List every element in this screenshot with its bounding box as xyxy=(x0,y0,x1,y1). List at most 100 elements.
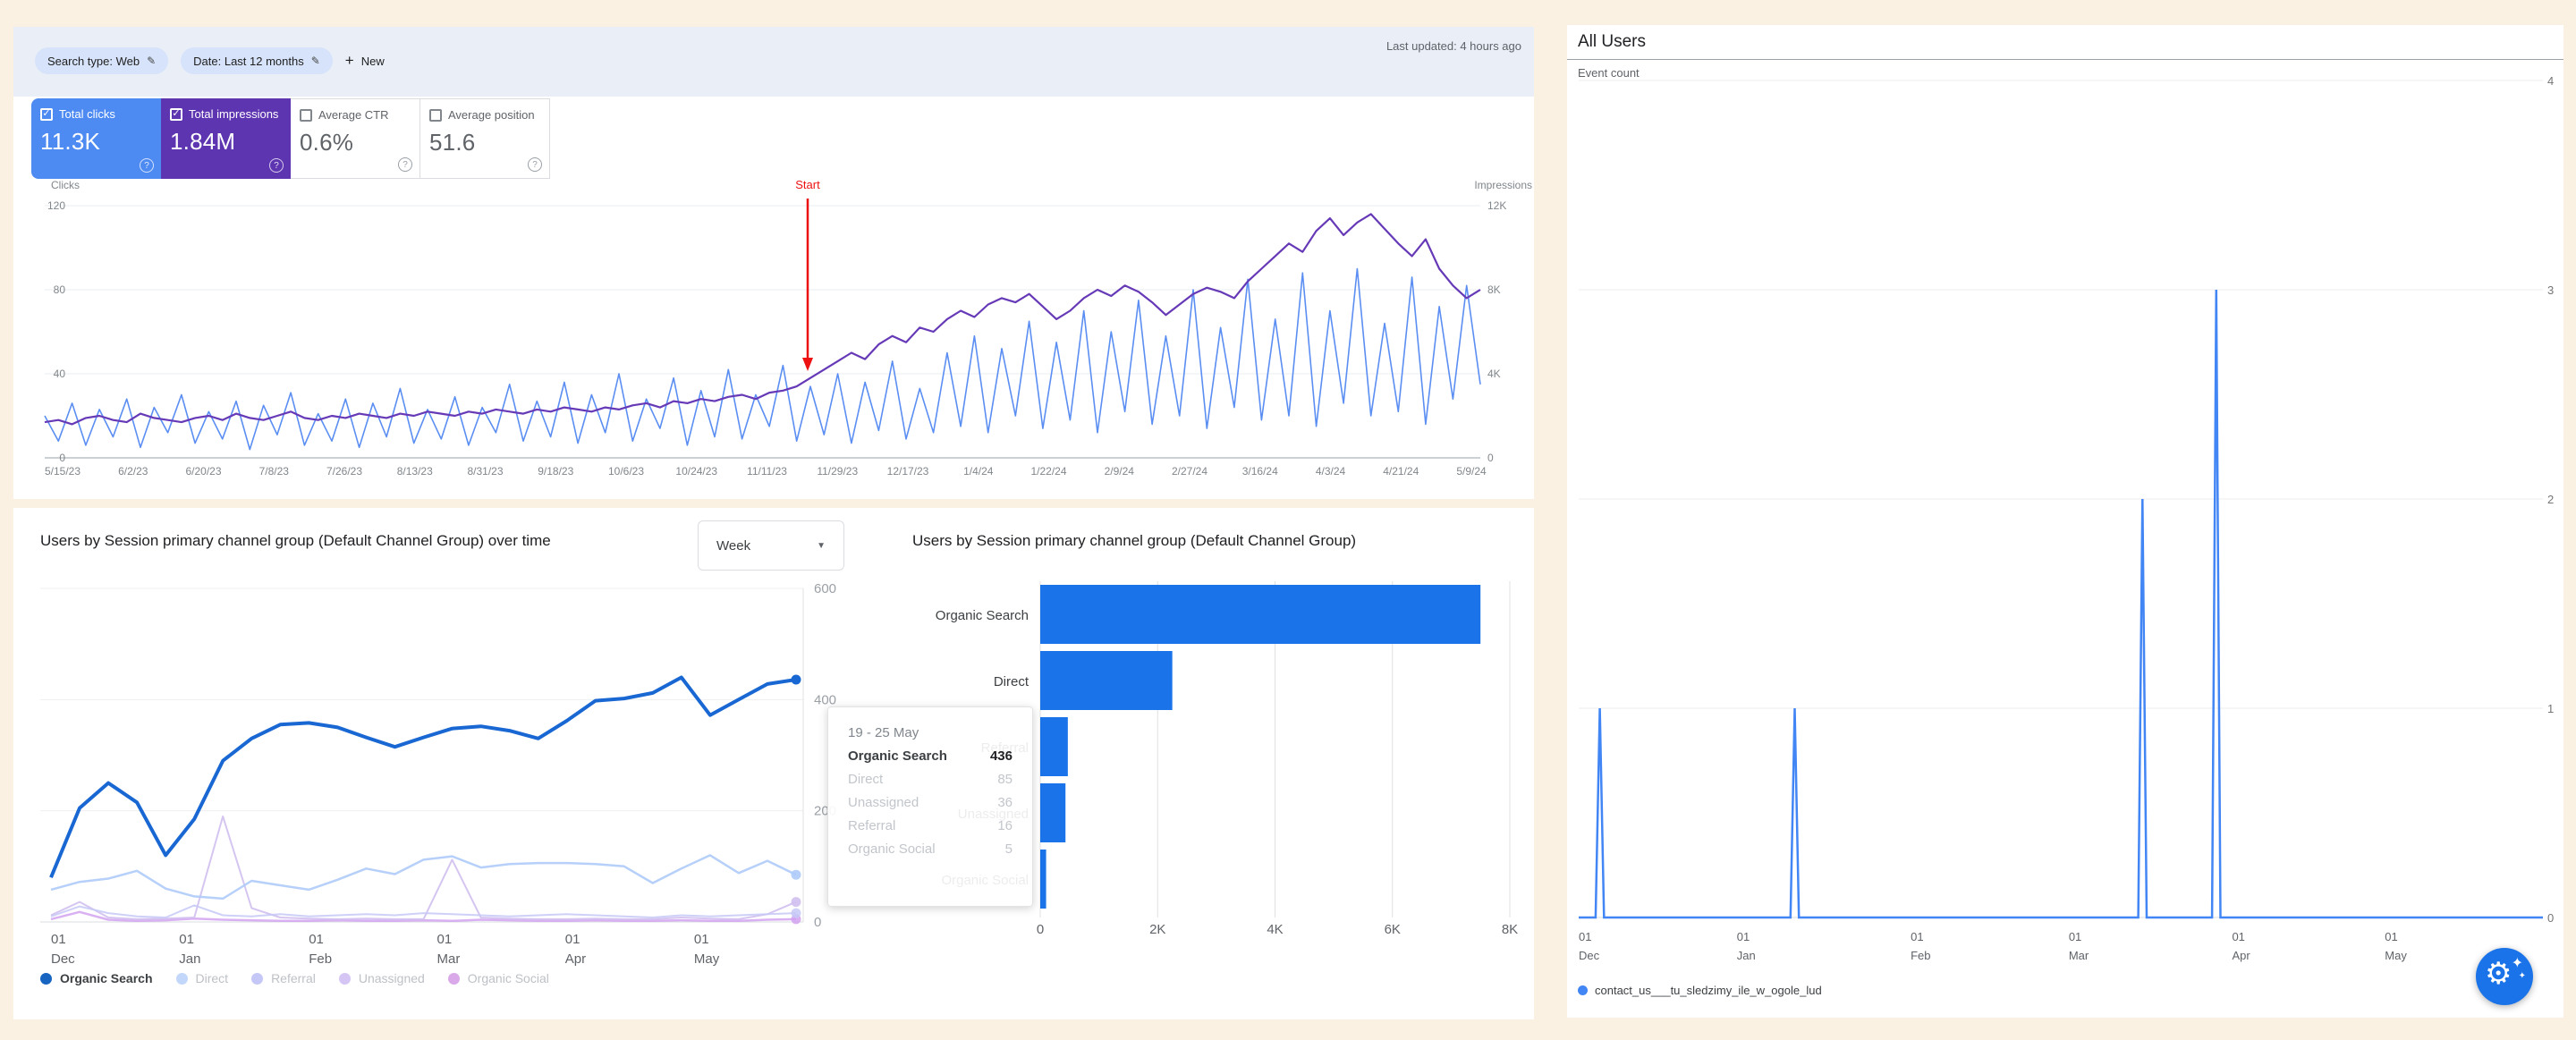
metric-card-average-ctr[interactable]: ✓ Average CTR 0.6%? xyxy=(291,98,420,179)
bar-referral[interactable] xyxy=(1040,717,1068,776)
checkbox-icon[interactable]: ✓ xyxy=(170,107,182,121)
x-tick-day: 01 xyxy=(51,932,66,947)
x-tick-month: Jan xyxy=(179,951,200,967)
plus-icon: + xyxy=(344,52,354,69)
bar-organic-search[interactable] xyxy=(1040,585,1481,644)
y-tick-label: 0 xyxy=(814,915,821,930)
x-tick-label: 4/21/24 xyxy=(1383,465,1419,478)
tooltip-row: Referral 16 xyxy=(848,818,1013,833)
event-count-chart[interactable]: 4 3 2 1 0 01 Dec 01 Jan 01 Feb 01 Mar 01 Apr 01 May xyxy=(1567,75,2563,975)
x-tick-label: 8/13/23 xyxy=(397,465,433,478)
bar-direct[interactable] xyxy=(1040,651,1173,710)
legend-item-unassigned[interactable]: Unassigned xyxy=(338,971,425,985)
tooltip-row: Unassigned 36 xyxy=(848,795,1013,810)
x-tick-day: 01 xyxy=(694,932,709,947)
new-filter-button[interactable]: + New xyxy=(345,52,385,70)
series-unassigned xyxy=(50,815,797,920)
series-total-impressions xyxy=(44,213,1481,426)
x-tick-label: 2K xyxy=(1149,922,1165,937)
insights-fab-button[interactable]: ⚙ ✦ ✦ xyxy=(2476,948,2533,1005)
event-count-series xyxy=(1579,289,2543,919)
granularity-select[interactable]: Week ▼ xyxy=(698,520,844,571)
tooltip-label: Unassigned xyxy=(848,795,919,810)
legend-dot-icon xyxy=(447,972,460,985)
chip-label: Date: Last 12 months xyxy=(193,54,304,68)
x-tick-label: 8K xyxy=(1502,922,1518,937)
checkbox-icon[interactable]: ✓ xyxy=(300,108,312,122)
line-chart-title: Users by Session primary channel group (… xyxy=(40,532,551,549)
x-tick-label: 11/29/23 xyxy=(817,465,858,478)
y-tick-label: 600 xyxy=(814,581,836,596)
search-console-panel: Search type: Web ✎ Date: Last 12 months ✎ + N… xyxy=(13,27,1534,499)
metric-card-total-impressions[interactable]: ✓ Total impressions 1.84M? xyxy=(161,98,291,179)
legend-item-referral[interactable]: Referral xyxy=(251,971,316,985)
metric-cards: ✓ Total clicks 11.3K? ✓ Total impressions 1.8… xyxy=(31,98,550,179)
bar-chart-title: Users by Session primary channel group (… xyxy=(912,532,1357,549)
help-icon[interactable]: ? xyxy=(528,157,542,172)
x-tick-day: 01 xyxy=(2385,930,2397,943)
y-tick-label: 400 xyxy=(814,692,836,707)
checkbox-icon[interactable]: ✓ xyxy=(40,107,53,121)
x-tick-month: Jan xyxy=(1737,949,1756,962)
x-tick-month: Apr xyxy=(2232,949,2250,962)
legend-label: Direct xyxy=(195,971,229,985)
x-tick-month: May xyxy=(2385,949,2407,962)
series-organic-search xyxy=(49,675,797,879)
series-end-dot xyxy=(791,897,801,908)
bar-category-label: Direct xyxy=(994,674,1030,689)
x-tick-label: 7/8/23 xyxy=(259,465,290,478)
x-tick-label: 12/17/23 xyxy=(887,465,929,478)
x-tick-label: 6K xyxy=(1385,922,1401,937)
metric-value: 0.6% xyxy=(300,129,354,156)
x-tick-day: 01 xyxy=(2069,930,2081,943)
x-tick-day: 01 xyxy=(565,932,580,947)
y-tick-label: 1 xyxy=(2547,702,2554,715)
tooltip-value: 5 xyxy=(1004,841,1013,857)
help-icon[interactable]: ? xyxy=(398,157,412,172)
legend-item-direct[interactable]: Direct xyxy=(175,971,229,985)
legend-dot-icon xyxy=(251,972,264,985)
filter-chip[interactable]: Date: Last 12 months ✎ xyxy=(181,47,333,74)
y-axis-title-impressions: Impressions xyxy=(1474,179,1532,191)
metric-value: 51.6 xyxy=(429,129,476,156)
legend-item-organic-search[interactable]: Organic Search xyxy=(40,971,153,985)
help-icon[interactable]: ? xyxy=(269,158,284,173)
y-tick-label: 0 xyxy=(2547,911,2554,925)
bar-organic-social[interactable] xyxy=(1040,850,1046,909)
metric-card-average-position[interactable]: ✓ Average position 51.6? xyxy=(420,98,550,179)
tooltip-label: Organic Social xyxy=(848,841,936,857)
x-tick-label: 3/16/24 xyxy=(1242,465,1278,478)
start-annotation-text: Start xyxy=(795,178,820,191)
chip-label: Search type: Web xyxy=(47,54,140,68)
sparkle-icon: ✦ xyxy=(2511,956,2523,971)
x-tick-label: 4K xyxy=(1267,922,1283,937)
clicks-impressions-chart[interactable]: Clicks12080400Impressions12K8K4K05/15/23… xyxy=(13,174,1534,501)
legend-item-organic-social[interactable]: Organic Social xyxy=(447,971,549,985)
x-tick-day: 01 xyxy=(1579,930,1591,943)
new-label: New xyxy=(360,54,385,68)
x-tick-month: May xyxy=(694,951,720,967)
filter-chip[interactable]: Search type: Web ✎ xyxy=(35,47,169,74)
bar-unassigned[interactable] xyxy=(1040,783,1066,842)
y-axis-title-clicks: Clicks xyxy=(51,179,80,191)
x-tick-day: 01 xyxy=(436,932,452,947)
series-end-dot xyxy=(791,908,801,918)
x-tick-month: Dec xyxy=(51,951,75,967)
x-tick-label: 1/4/24 xyxy=(963,465,994,478)
metric-label: Event count xyxy=(1578,66,1640,80)
checkbox-icon[interactable]: ✓ xyxy=(429,108,442,122)
x-tick-month: Mar xyxy=(436,951,460,967)
metric-value: 11.3K xyxy=(40,128,101,155)
last-updated-text: Last updated: 4 hours ago xyxy=(1385,39,1521,53)
series-end-dot xyxy=(791,674,801,685)
legend-label: Unassigned xyxy=(358,971,425,985)
help-icon[interactable]: ? xyxy=(140,158,154,173)
y-tick-label: 120 xyxy=(47,199,65,212)
x-tick-label: 9/18/23 xyxy=(538,465,573,478)
y-tick-label: 4 xyxy=(2547,75,2554,88)
event-legend[interactable]: contact_us___tu_sledzimy_ile_w_ogole_lud xyxy=(1578,984,1822,997)
bar-category-label: Organic Search xyxy=(936,608,1029,623)
metric-card-total-clicks[interactable]: ✓ Total clicks 11.3K? xyxy=(31,98,161,179)
